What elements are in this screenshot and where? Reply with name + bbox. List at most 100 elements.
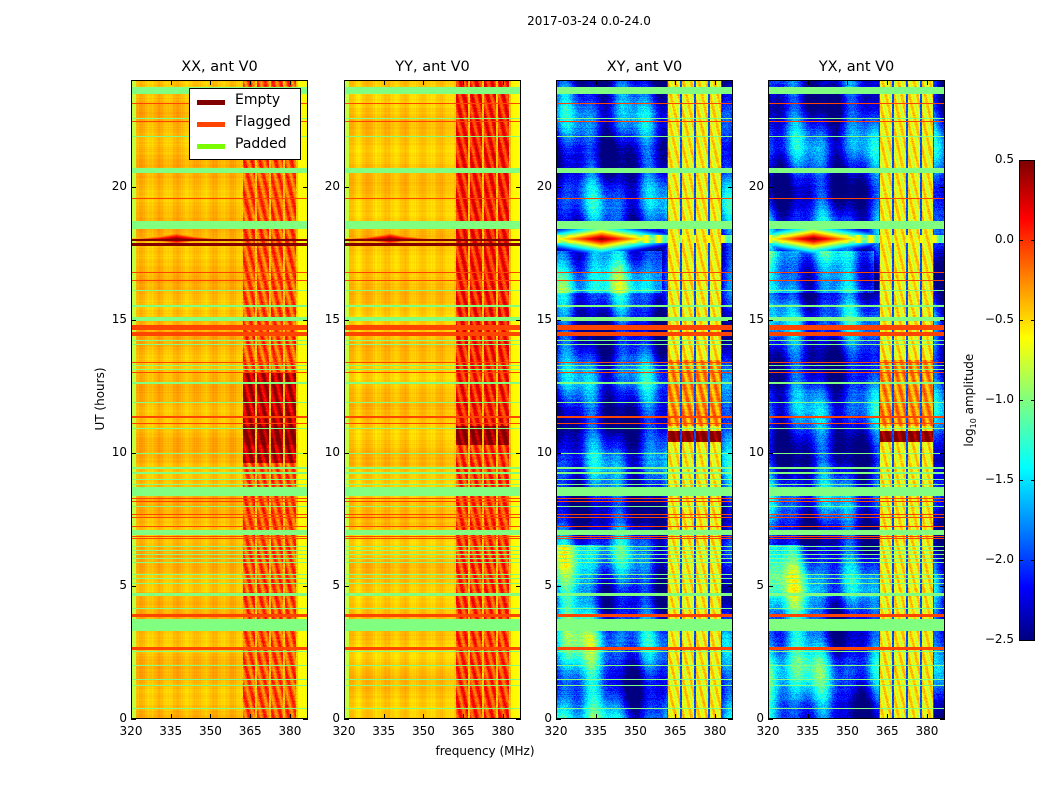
legend: Empty Flagged Padded bbox=[189, 88, 301, 160]
y-tick-label: 15 bbox=[748, 311, 764, 326]
x-tick bbox=[502, 80, 504, 85]
colorbar-tick bbox=[1019, 240, 1023, 241]
y-tick bbox=[940, 319, 945, 321]
x-tick-label: 380 bbox=[491, 724, 515, 738]
y-tick bbox=[303, 719, 308, 720]
x-tick bbox=[383, 714, 385, 719]
y-tick bbox=[344, 452, 349, 454]
y-tick bbox=[516, 186, 521, 188]
x-tick bbox=[344, 714, 345, 719]
y-tick bbox=[516, 452, 521, 454]
heatmap-image bbox=[345, 81, 520, 718]
legend-item-empty: Empty bbox=[197, 92, 301, 112]
y-tick bbox=[516, 585, 521, 587]
colorbar-tick-label: −0.5 bbox=[984, 312, 1014, 326]
panel-title: YX, ant V0 bbox=[818, 59, 895, 75]
y-tick bbox=[940, 719, 945, 720]
x-tick bbox=[887, 80, 889, 85]
y-tick bbox=[344, 319, 349, 321]
x-tick-label: 335 bbox=[159, 724, 183, 738]
y-tick bbox=[728, 719, 733, 720]
y-tick bbox=[768, 719, 773, 720]
y-tick-label: 20 bbox=[536, 178, 552, 193]
x-tick-label: 335 bbox=[796, 724, 820, 738]
heatmap-panel-yx bbox=[768, 80, 945, 719]
x-tick bbox=[635, 714, 637, 719]
y-tick bbox=[768, 585, 773, 587]
y-tick bbox=[940, 186, 945, 188]
x-tick bbox=[131, 714, 132, 719]
figure-title: 2017-03-24 0.0-24.0 bbox=[527, 14, 651, 28]
heatmap-image bbox=[132, 81, 307, 718]
heatmap-panel-yy bbox=[344, 80, 521, 719]
y-tick bbox=[131, 319, 136, 321]
x-tick bbox=[210, 714, 212, 719]
x-tick-label: 320 bbox=[119, 724, 143, 738]
x-tick-label: 335 bbox=[372, 724, 396, 738]
y-tick bbox=[556, 452, 561, 454]
y-tick bbox=[303, 585, 308, 587]
x-tick bbox=[250, 714, 252, 719]
x-tick bbox=[807, 714, 809, 719]
colorbar-tick bbox=[1031, 240, 1035, 241]
y-tick-label: 10 bbox=[536, 444, 552, 459]
x-tick-label: 350 bbox=[836, 724, 859, 738]
colorbar-tick-label: −1.0 bbox=[984, 392, 1014, 406]
y-tick-label: 20 bbox=[111, 178, 127, 193]
y-tick-label: 5 bbox=[332, 577, 340, 592]
y-tick bbox=[728, 186, 733, 188]
colorbar-label-suffix: amplitude bbox=[961, 353, 976, 419]
x-tick bbox=[807, 80, 809, 85]
y-tick-label: 15 bbox=[324, 311, 340, 326]
y-tick-label: 20 bbox=[748, 178, 764, 193]
legend-label: Padded bbox=[235, 136, 287, 152]
legend-label: Empty bbox=[235, 92, 281, 108]
x-tick bbox=[768, 80, 769, 85]
heatmap-panel-xy bbox=[556, 80, 733, 719]
heatmap-panel-xx bbox=[131, 80, 308, 719]
x-tick bbox=[847, 80, 849, 85]
y-tick bbox=[768, 452, 773, 454]
y-tick-label: 10 bbox=[324, 444, 340, 459]
legend-label: Flagged bbox=[235, 114, 291, 130]
legend-swatch-flagged bbox=[197, 122, 225, 127]
y-tick-label: 10 bbox=[111, 444, 127, 459]
y-tick-label: 20 bbox=[324, 178, 340, 193]
panel-title: XY, ant V0 bbox=[606, 59, 683, 75]
x-tick bbox=[768, 714, 769, 719]
y-tick bbox=[131, 186, 136, 188]
colorbar-label-prefix: log bbox=[961, 428, 976, 447]
x-tick-label: 380 bbox=[915, 724, 939, 738]
x-tick bbox=[926, 714, 928, 719]
x-tick bbox=[289, 80, 291, 85]
y-tick bbox=[303, 452, 308, 454]
x-tick-label: 365 bbox=[451, 724, 475, 738]
x-tick-label: 335 bbox=[584, 724, 608, 738]
colorbar-tick bbox=[1031, 560, 1035, 561]
colorbar-tick bbox=[1019, 560, 1023, 561]
colorbar-tick bbox=[1031, 320, 1035, 321]
colorbar-tick bbox=[1031, 640, 1035, 641]
x-tick bbox=[344, 80, 345, 85]
y-tick-label: 5 bbox=[119, 577, 127, 592]
x-tick bbox=[463, 714, 465, 719]
y-tick bbox=[728, 452, 733, 454]
y-tick-label: 0 bbox=[332, 711, 340, 725]
colorbar-tick-label: −1.5 bbox=[984, 472, 1014, 486]
x-tick-label: 320 bbox=[544, 724, 568, 738]
heatmap-image bbox=[557, 81, 732, 718]
y-tick bbox=[516, 319, 521, 321]
x-tick-label: 320 bbox=[332, 724, 356, 738]
legend-item-padded: Padded bbox=[197, 136, 301, 156]
colorbar-tick bbox=[1019, 160, 1023, 161]
x-tick bbox=[714, 80, 716, 85]
x-tick bbox=[926, 80, 928, 85]
x-tick bbox=[595, 714, 597, 719]
x-tick bbox=[210, 80, 212, 85]
y-tick bbox=[344, 585, 349, 587]
colorbar-tick bbox=[1019, 640, 1023, 641]
x-tick bbox=[423, 80, 425, 85]
heatmap-image bbox=[769, 81, 944, 718]
colorbar-tick bbox=[1019, 480, 1023, 481]
x-tick-label: 365 bbox=[238, 724, 262, 738]
